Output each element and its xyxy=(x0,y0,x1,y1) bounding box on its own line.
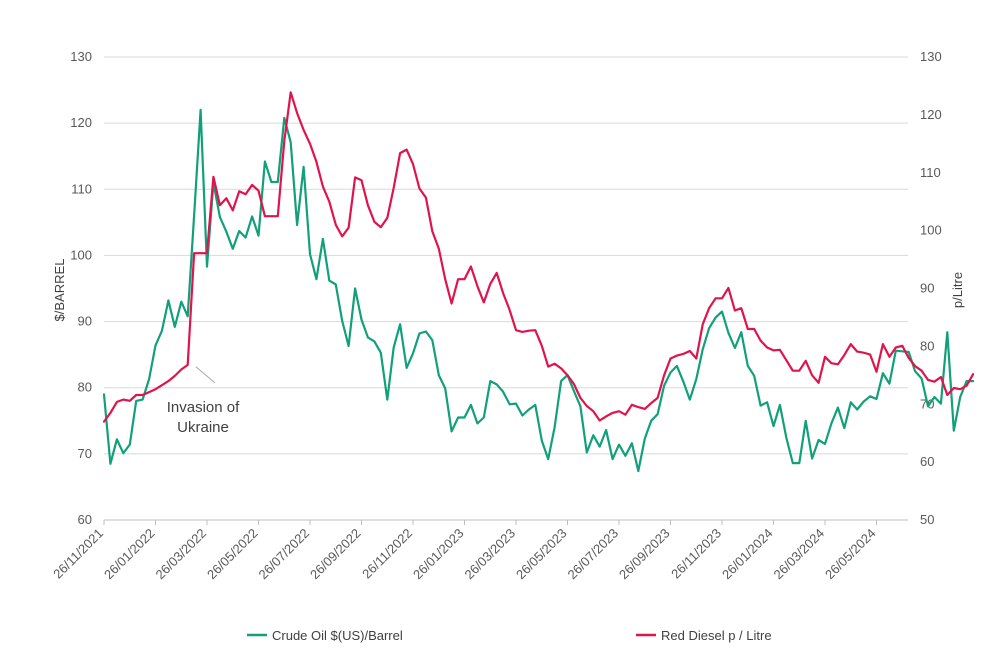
x-tick-4: 26/07/2022 xyxy=(255,526,312,583)
x-tick-5: 26/09/2022 xyxy=(307,526,364,583)
x-tick-9: 26/05/2023 xyxy=(513,526,570,583)
right-tick-130: 130 xyxy=(920,49,942,64)
x-tick-10: 26/07/2023 xyxy=(564,526,621,583)
x-tick-13: 26/01/2024 xyxy=(719,526,776,583)
axes xyxy=(103,519,908,525)
x-tick-1: 26/01/2022 xyxy=(101,526,158,583)
right-tick-120: 120 xyxy=(920,107,942,122)
left-tick-130: 130 xyxy=(70,49,92,64)
legend-label-red-diesel: Red Diesel p / Litre xyxy=(661,628,772,643)
x-tick-7: 26/01/2023 xyxy=(410,526,467,583)
left-tick-60: 60 xyxy=(78,512,92,527)
legend-item-red-diesel: Red Diesel p / Litre xyxy=(636,628,772,643)
x-tick-3: 26/05/2022 xyxy=(204,526,261,583)
x-tick-12: 26/11/2023 xyxy=(668,526,724,582)
left-tick-70: 70 xyxy=(78,446,92,461)
gridlines xyxy=(104,56,908,455)
right-tick-60: 60 xyxy=(920,454,934,469)
annotation: Invasion of Ukraine xyxy=(167,366,240,436)
right-tick-100: 100 xyxy=(920,223,942,238)
right-tick-90: 90 xyxy=(920,281,934,296)
series-line-crude-oil xyxy=(102,108,975,473)
left-axis-title: $/BARREL xyxy=(52,259,67,322)
x-tick-15: 26/05/2024 xyxy=(822,526,879,583)
annotation-line-1: Invasion of xyxy=(167,399,240,416)
legend-item-crude-oil: Crude Oil $(US)/Barrel xyxy=(247,628,403,643)
legend-label-crude-oil: Crude Oil $(US)/Barrel xyxy=(272,628,403,643)
x-tick-0: 26/11/2021 xyxy=(50,526,106,582)
annotation-leader-line xyxy=(195,366,216,384)
right-tick-80: 80 xyxy=(920,338,934,353)
left-tick-80: 80 xyxy=(78,380,92,395)
right-axis-title: p/Litre xyxy=(950,272,965,308)
x-tick-6: 26/11/2022 xyxy=(359,526,415,582)
left-axis-ticks: 60 70 80 90 100 110 120 130 xyxy=(70,49,92,527)
x-axis-ticks: 26/11/202126/01/202226/03/202226/05/2022… xyxy=(50,526,878,583)
right-tick-110: 110 xyxy=(920,165,941,180)
left-tick-100: 100 xyxy=(70,247,92,262)
x-tick-2: 26/03/2022 xyxy=(152,526,209,583)
left-tick-120: 120 xyxy=(70,115,92,130)
series-line-red-diesel xyxy=(102,91,975,423)
left-tick-110: 110 xyxy=(71,181,92,196)
legend: Crude Oil $(US)/Barrel Red Diesel p / Li… xyxy=(247,628,772,643)
right-tick-50: 50 xyxy=(920,512,934,527)
x-tick-8: 26/03/2023 xyxy=(461,526,518,583)
x-tick-14: 26/03/2024 xyxy=(770,526,827,583)
x-tick-11: 26/09/2023 xyxy=(616,526,673,583)
left-tick-90: 90 xyxy=(78,314,92,329)
annotation-line-2: Ukraine xyxy=(177,419,229,436)
series-layer xyxy=(102,91,975,473)
